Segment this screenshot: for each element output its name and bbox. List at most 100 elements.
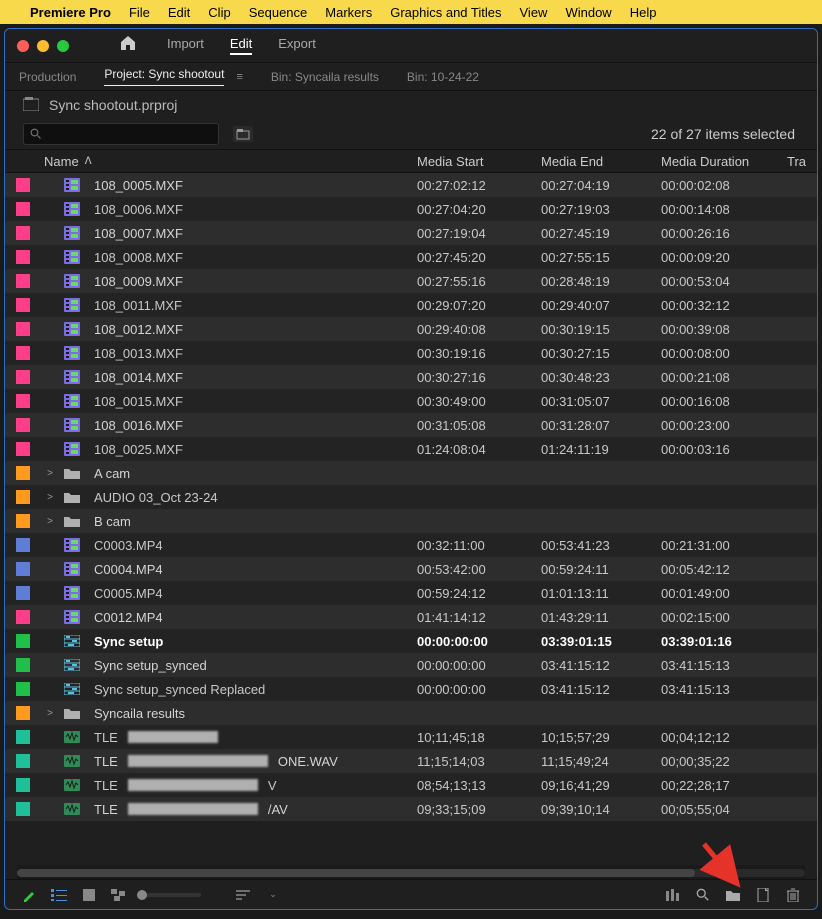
table-row[interactable]: Sync setup00:00:00:0003:39:01:1503:39:01… (5, 629, 817, 653)
menu-edit[interactable]: Edit (168, 5, 190, 20)
menu-graphics[interactable]: Graphics and Titles (390, 5, 501, 20)
column-media-end[interactable]: Media End (541, 154, 661, 169)
workspace-import[interactable]: Import (167, 36, 204, 55)
table-row[interactable]: TLE10;11;45;1810;15;57;2900;04;12;12 (5, 725, 817, 749)
label-swatch[interactable] (5, 322, 40, 336)
scrollbar-thumb[interactable] (17, 869, 695, 877)
table-row[interactable]: 108_0005.MXF00:27:02:1200:27:04:1900:00:… (5, 173, 817, 197)
table-row[interactable]: TLEONE.WAV11;15;14;0311;15;49;2400;00;35… (5, 749, 817, 773)
table-row[interactable]: Sync setup_synced Replaced00:00:00:0003:… (5, 677, 817, 701)
horizontal-scrollbar[interactable] (17, 865, 805, 879)
menu-markers[interactable]: Markers (325, 5, 372, 20)
label-swatch[interactable] (5, 634, 40, 648)
menubar-appname[interactable]: Premiere Pro (30, 5, 111, 20)
label-swatch[interactable] (5, 370, 40, 384)
table-row[interactable]: TLEV08;54;13;1309;16;41;2900;22;28;17 (5, 773, 817, 797)
expand-toggle[interactable]: > (40, 708, 60, 719)
label-swatch[interactable] (5, 562, 40, 576)
tab-bin-syncaila[interactable]: Bin: Syncaila results (271, 70, 379, 84)
table-row[interactable]: C0004.MP400:53:42:0000:59:24:1100:05:42:… (5, 557, 817, 581)
table-row[interactable]: 108_0007.MXF00:27:19:0400:27:45:1900:00:… (5, 221, 817, 245)
table-row[interactable]: >AUDIO 03_Oct 23-24 (5, 485, 817, 509)
sort-icon[interactable] (235, 887, 251, 903)
label-swatch[interactable] (5, 802, 40, 816)
list-view-icon[interactable] (51, 887, 67, 903)
table-row[interactable]: C0012.MP401:41:14:1201:43:29:1100:02:15:… (5, 605, 817, 629)
label-swatch[interactable] (5, 538, 40, 552)
tab-bin-102422[interactable]: Bin: 10-24-22 (407, 70, 479, 84)
table-row[interactable]: 108_0025.MXF01:24:08:0401:24:11:1900:00:… (5, 437, 817, 461)
label-swatch[interactable] (5, 778, 40, 792)
table-row[interactable]: 108_0015.MXF00:30:49:0000:31:05:0700:00:… (5, 389, 817, 413)
column-media-duration[interactable]: Media Duration (661, 154, 787, 169)
table-row[interactable]: Sync setup_synced00:00:00:0003:41:15:120… (5, 653, 817, 677)
tab-production[interactable]: Production (19, 70, 76, 84)
home-icon[interactable] (119, 35, 137, 56)
label-swatch[interactable] (5, 178, 40, 192)
freeform-view-icon[interactable] (111, 887, 127, 903)
table-row[interactable]: 108_0011.MXF00:29:07:2000:29:40:0700:00:… (5, 293, 817, 317)
expand-toggle[interactable]: > (40, 468, 60, 479)
table-row[interactable]: >A cam (5, 461, 817, 485)
table-row[interactable]: >Syncaila results (5, 701, 817, 725)
expand-toggle[interactable]: > (40, 516, 60, 527)
new-search-bin-icon[interactable] (233, 126, 253, 142)
label-swatch[interactable] (5, 226, 40, 240)
label-swatch[interactable] (5, 682, 40, 696)
workspace-export[interactable]: Export (278, 36, 316, 55)
menu-sequence[interactable]: Sequence (249, 5, 308, 20)
label-swatch[interactable] (5, 586, 40, 600)
menu-window[interactable]: Window (565, 5, 611, 20)
label-swatch[interactable] (5, 298, 40, 312)
label-swatch[interactable] (5, 706, 40, 720)
label-swatch[interactable] (5, 250, 40, 264)
new-bin-icon[interactable] (725, 887, 741, 903)
table-row[interactable]: 108_0006.MXF00:27:04:2000:27:19:0300:00:… (5, 197, 817, 221)
new-item-icon[interactable] (755, 887, 771, 903)
menu-file[interactable]: File (129, 5, 150, 20)
label-swatch[interactable] (5, 202, 40, 216)
table-row[interactable]: 108_0012.MXF00:29:40:0800:30:19:1500:00:… (5, 317, 817, 341)
panel-menu-icon[interactable]: ≡ (236, 71, 242, 83)
menu-clip[interactable]: Clip (208, 5, 230, 20)
table-row[interactable]: 108_0009.MXF00:27:55:1600:28:48:1900:00:… (5, 269, 817, 293)
label-swatch[interactable] (5, 610, 40, 624)
table-row[interactable]: C0005.MP400:59:24:1201:01:13:1100:01:49:… (5, 581, 817, 605)
label-swatch[interactable] (5, 730, 40, 744)
table-row[interactable]: >B cam (5, 509, 817, 533)
table-row[interactable]: TLE/AV09;33;15;0909;39;10;1400;05;55;04 (5, 797, 817, 821)
label-swatch[interactable] (5, 658, 40, 672)
minimize-window-button[interactable] (37, 40, 49, 52)
column-name[interactable]: Name ᐱ (40, 154, 417, 169)
table-row[interactable]: 108_0008.MXF00:27:45:2000:27:55:1500:00:… (5, 245, 817, 269)
label-swatch[interactable] (5, 418, 40, 432)
zoom-slider[interactable] (141, 893, 201, 897)
tab-project[interactable]: Project: Sync shootout (104, 67, 224, 86)
search-input[interactable] (23, 123, 219, 145)
label-swatch[interactable] (5, 274, 40, 288)
label-swatch[interactable] (5, 514, 40, 528)
icon-view-icon[interactable] (81, 887, 97, 903)
write-toggle-icon[interactable] (21, 887, 37, 903)
label-swatch[interactable] (5, 754, 40, 768)
column-media-start[interactable]: Media Start (417, 154, 541, 169)
delete-icon[interactable] (785, 887, 801, 903)
label-swatch[interactable] (5, 490, 40, 504)
maximize-window-button[interactable] (57, 40, 69, 52)
table-row[interactable]: 108_0016.MXF00:31:05:0800:31:28:0700:00:… (5, 413, 817, 437)
expand-toggle[interactable]: > (40, 492, 60, 503)
workspace-edit[interactable]: Edit (230, 36, 252, 55)
menu-view[interactable]: View (520, 5, 548, 20)
automate-to-sequence-icon[interactable] (665, 887, 681, 903)
table-row[interactable]: 108_0013.MXF00:30:19:1600:30:27:1500:00:… (5, 341, 817, 365)
label-swatch[interactable] (5, 346, 40, 360)
chevron-down-icon[interactable]: ⌄ (265, 887, 281, 903)
label-swatch[interactable] (5, 466, 40, 480)
zoom-slider-knob[interactable] (137, 890, 147, 900)
menu-help[interactable]: Help (630, 5, 657, 20)
column-transcript[interactable]: Tra (787, 154, 817, 169)
label-swatch[interactable] (5, 442, 40, 456)
label-swatch[interactable] (5, 394, 40, 408)
find-icon[interactable] (695, 887, 711, 903)
table-row[interactable]: 108_0014.MXF00:30:27:1600:30:48:2300:00:… (5, 365, 817, 389)
